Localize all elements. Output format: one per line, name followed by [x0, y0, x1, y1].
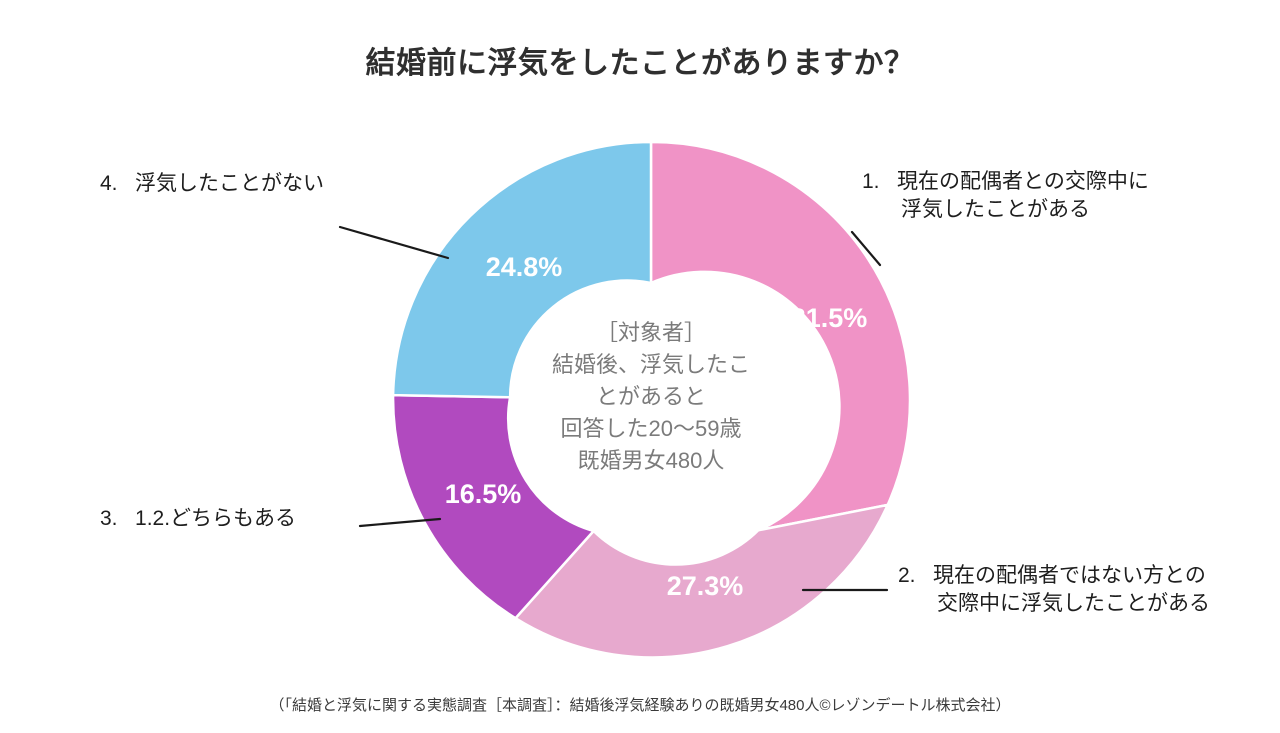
- slice-1-percent: 31.5%: [791, 303, 868, 333]
- callout-1-line2: 浮気したことがある: [901, 198, 1090, 222]
- callout-label-4: 4. 浮気したことがない: [100, 170, 324, 198]
- slice-3-percent: 16.5%: [445, 479, 522, 509]
- source-citation: （「結婚と浮気に関する実態調査［本調査］：結婚後浮気経験ありの既婚男女480人©…: [269, 697, 1011, 714]
- callout-label-3: 3. 1.2.どちらもある: [100, 505, 296, 533]
- donut-slice-4[interactable]: [391, 140, 653, 399]
- leader-line-3: [358, 517, 442, 528]
- callout-2-number: 2.: [898, 564, 916, 587]
- callout-4-number: 4.: [100, 172, 118, 195]
- page-title: 結婚前に浮気をしたことがありますか？: [365, 47, 915, 80]
- donut-slice-1[interactable]: [649, 140, 912, 532]
- donut-slice-2[interactable]: [513, 503, 890, 659]
- slice-2-percent: 27.3%: [667, 571, 744, 601]
- callout-2-line2: 交際中に浮気したことがある: [937, 592, 1210, 616]
- leader-line-4: [338, 225, 450, 260]
- callout-3-line1: 1.2.どちらもある: [135, 507, 297, 530]
- center-note-line-3: とがあると: [596, 384, 706, 409]
- callout-3-number: 3.: [100, 507, 118, 530]
- center-note-line-5: 既婚男女480人: [578, 448, 725, 473]
- callout-label-2: 2. 現在の配偶者ではない方との 交際中に浮気したことがある: [898, 562, 1210, 619]
- callout-label-1: 1. 現在の配偶者との交際中に 浮気したことがある: [862, 168, 1149, 225]
- center-note-line-2: 結婚後、浮気したこ: [552, 352, 750, 377]
- callout-1-line1: 現在の配偶者との交際中に: [897, 170, 1149, 193]
- slice-4-percent: 24.8%: [486, 252, 563, 282]
- callout-4-line1: 浮気したことがない: [135, 172, 325, 195]
- callout-2-line1: 現在の配偶者ではない方との: [933, 564, 1206, 587]
- leader-line-1: [850, 230, 882, 267]
- center-note-line-1: ［対象者］: [596, 320, 706, 345]
- center-note-line-4: 回答した20〜59歳: [561, 416, 742, 441]
- callout-1-number: 1.: [862, 170, 880, 193]
